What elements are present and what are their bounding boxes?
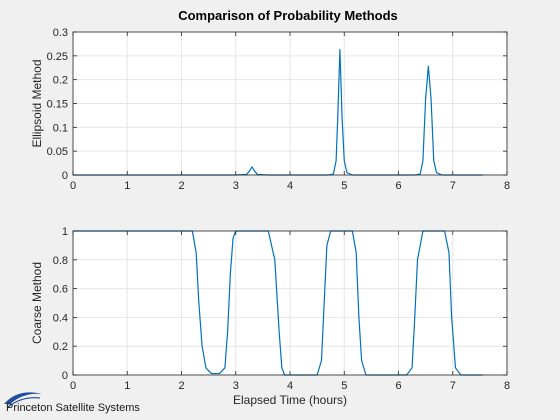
x-tick-label: 3 [233, 380, 239, 392]
y-tick-label: 0.1 [53, 122, 68, 134]
x-tick-label: 4 [287, 180, 293, 192]
y-tick-label: 0.6 [53, 284, 68, 296]
y-tick-label: 0.25 [47, 51, 68, 63]
x-tick-label: 8 [504, 380, 510, 392]
logo-text: Princeton Satellite Systems [6, 402, 140, 414]
x-tick-label: 5 [341, 180, 347, 192]
company-logo: Princeton Satellite Systems [4, 392, 140, 414]
y-tick-label: 0.15 [47, 99, 68, 111]
x-tick-label: 2 [178, 380, 184, 392]
ellipsoid-axes: 0 1 2 3 4 5 6 7 8 0 0.05 0.1 0.15 0.2 0.25 0.3 Ellipsoid… [30, 27, 510, 192]
y-tick-label: 0.05 [47, 146, 68, 158]
x-tick-label: 1 [124, 180, 130, 192]
y-axis-label: Ellipsoid Method [30, 59, 44, 147]
y-tick-label: 0.2 [53, 75, 68, 87]
figure-title: Comparison of Probability Methods [178, 8, 398, 23]
x-tick-label: 5 [341, 380, 347, 392]
y-axis-label: Coarse Method [30, 262, 44, 344]
x-tick-label: 2 [178, 180, 184, 192]
y-tick-label: 0.4 [53, 312, 68, 324]
x-tick-label: 4 [287, 380, 293, 392]
x-tick-label: 7 [450, 380, 456, 392]
series-line [73, 49, 483, 176]
logo-swoosh-accent-icon [7, 397, 41, 408]
y-tick-label: 0.3 [53, 27, 68, 39]
y-tick-label: 0.8 [53, 255, 68, 267]
x-tick-label: 6 [395, 380, 401, 392]
y-tick-label: 0 [62, 370, 68, 382]
x-tick-label: 8 [504, 180, 510, 192]
x-tick-label: 0 [70, 380, 76, 392]
x-tick-label: 7 [450, 180, 456, 192]
x-tick-label: 1 [124, 380, 130, 392]
x-tick-label: 0 [70, 180, 76, 192]
series-line [73, 230, 483, 376]
y-tick-label: 0 [62, 170, 68, 182]
x-tick-label: 3 [233, 180, 239, 192]
logo-swoosh-icon [4, 392, 42, 404]
y-tick-label: 0.2 [53, 341, 68, 353]
x-tick-label: 6 [395, 180, 401, 192]
y-tick-label: 1 [62, 226, 68, 238]
coarse-axes: 0 1 2 3 4 5 6 7 8 0 0.2 0.4 0.6 0.8 1 Coarse Method Elap… [30, 226, 510, 407]
x-axis-label: Elapsed Time (hours) [233, 393, 347, 407]
